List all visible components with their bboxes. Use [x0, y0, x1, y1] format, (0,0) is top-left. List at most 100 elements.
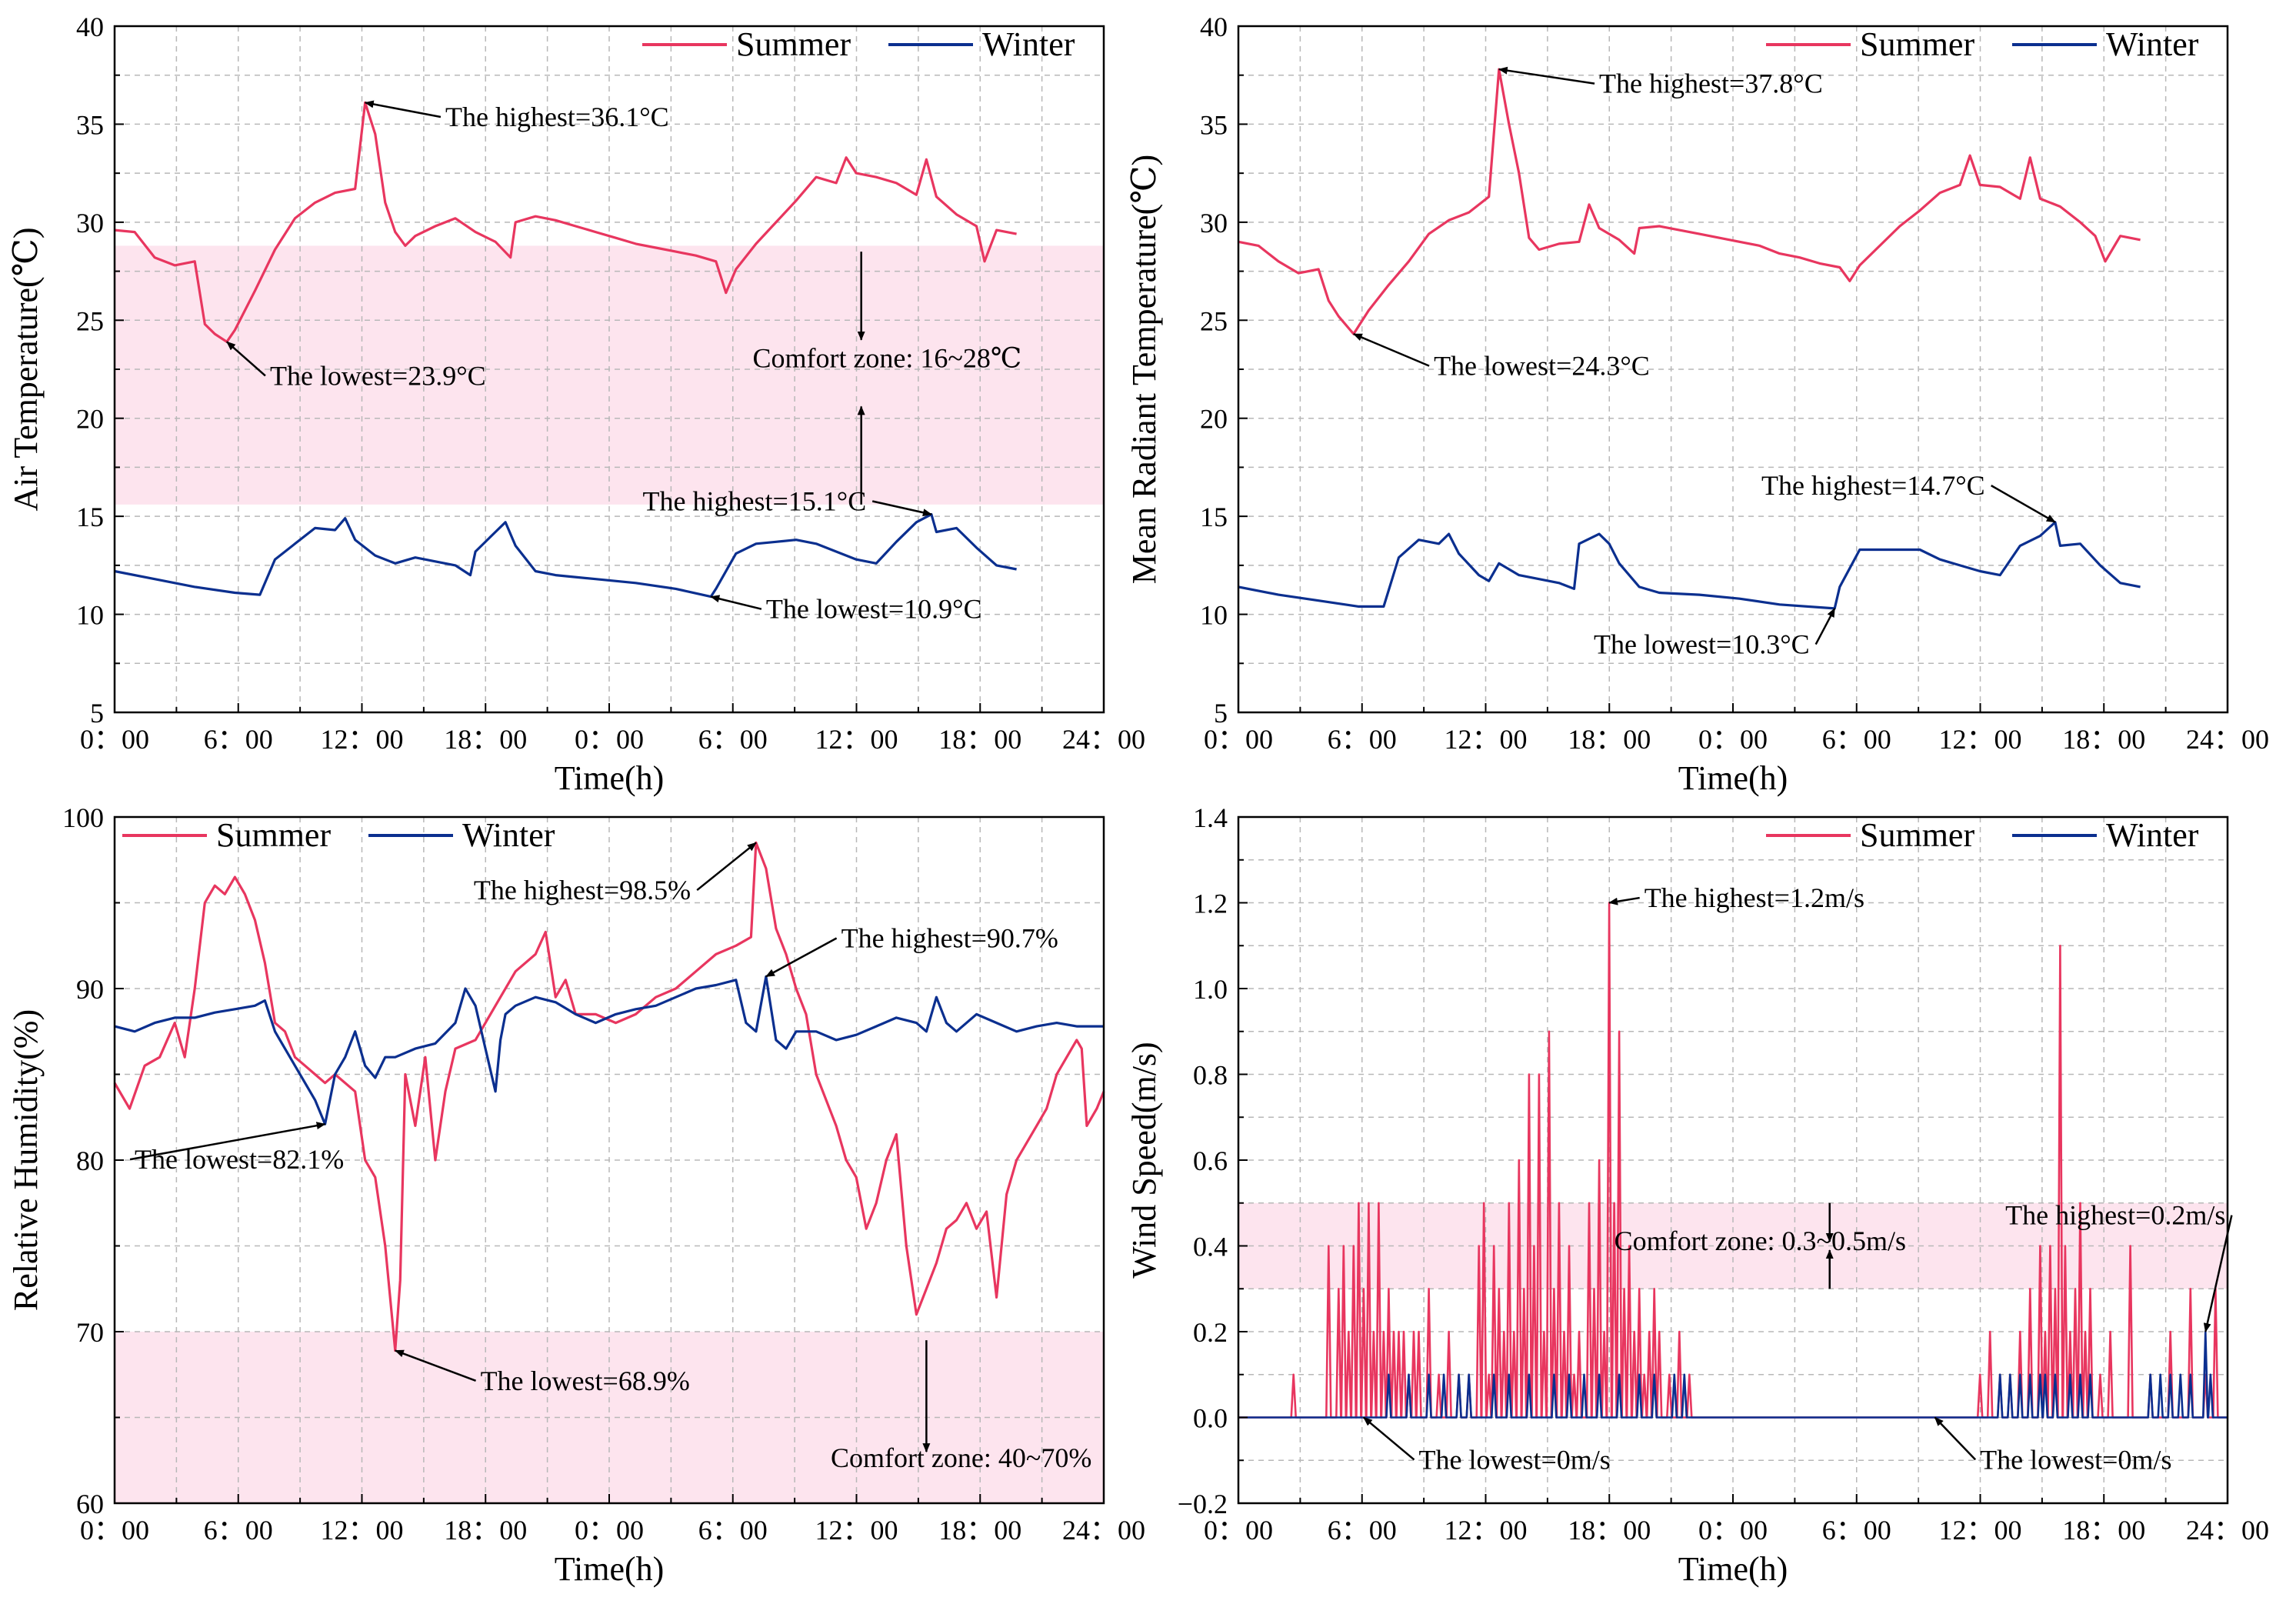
annotation-label: The lowest=82.1% [135, 1144, 344, 1175]
y-tick-label: 60 [76, 1489, 104, 1519]
y-tick-label: 0.4 [1193, 1232, 1228, 1262]
y-tick-label: 5 [1214, 698, 1228, 729]
y-tick-label: 25 [76, 305, 104, 336]
x-tick-label: 18：00 [938, 724, 1021, 755]
legend-summer-label: Summer [736, 25, 851, 63]
x-tick-label: 18：00 [444, 1515, 527, 1546]
legend-summer-label: Summer [1860, 25, 1974, 63]
x-tick-label: 6：00 [204, 724, 273, 755]
x-tick-label: 24：00 [1062, 1515, 1145, 1546]
y-tick-label: 0.6 [1193, 1145, 1228, 1176]
y-tick-label: 30 [1200, 208, 1228, 238]
annotation-arrow [765, 937, 838, 978]
y-tick-label: 10 [76, 600, 104, 631]
y-tick-label: 70 [76, 1317, 104, 1348]
legend-winter-label: Winter [462, 816, 555, 854]
annotation-label: The highest=15.1°C [643, 485, 867, 516]
x-tick-label: 6：00 [698, 1515, 768, 1546]
y-tick-label: 40 [76, 12, 104, 42]
x-axis-title: Time(h) [555, 1550, 665, 1588]
legend-winter-label: Winter [982, 25, 1075, 63]
x-axis-title: Time(h) [1678, 1550, 1788, 1588]
x-tick-label: 0：00 [1204, 1515, 1273, 1546]
annotation-label: The lowest=68.9% [481, 1366, 690, 1396]
annotation-label: The lowest=10.9°C [766, 594, 982, 625]
series-winter-line [1238, 521, 2141, 610]
y-tick-label: 40 [1200, 12, 1228, 42]
legend-winter-label: Winter [2106, 25, 2199, 63]
chart-mrt: 5 10 15 20 25 30 35 40 0：00 6：00 12：00 18：00 0：00 6：0… [1125, 12, 2269, 797]
series-summer-line [113, 841, 1105, 1352]
y-tick-label: 90 [76, 974, 104, 1005]
y-tick-label: 30 [76, 208, 104, 238]
annotation-label: The lowest=0m/s [1980, 1444, 2171, 1475]
x-tick-label: 0：00 [575, 724, 644, 755]
annotation-arrow [394, 1349, 477, 1382]
annotation-arrow [1352, 332, 1430, 367]
annotation-label: The lowest=23.9°C [270, 360, 486, 391]
legend-winter-label: Winter [2106, 816, 2199, 854]
x-axis-title: Time(h) [1678, 759, 1788, 797]
x-tick-label: 24：00 [1062, 724, 1145, 755]
y-tick-label: 20 [1200, 404, 1228, 435]
x-tick-label: 0：00 [80, 724, 149, 755]
annotation-arrow [1608, 896, 1640, 905]
y-tick-label: −0.2 [1178, 1489, 1228, 1519]
x-tick-label: 6：00 [1822, 1515, 1891, 1546]
y-tick-label: 0.8 [1193, 1060, 1228, 1091]
x-tick-label: 18：00 [444, 724, 527, 755]
x-tick-label: 0：00 [1698, 1515, 1768, 1546]
x-tick-label: 18：00 [2062, 1515, 2145, 1546]
chart-humidity: 60 70 80 90 100 0：00 6：00 12：00 18：00 0：00 6：00 12：… [7, 802, 1145, 1588]
series-winter-line [114, 512, 1017, 599]
series-summer-line [114, 101, 1017, 343]
annotation-arrow [226, 341, 266, 377]
comfort-zone-label: Comfort zone: 16~28℃ [752, 342, 1021, 373]
legend-summer-label: Summer [216, 816, 331, 854]
x-tick-label: 18：00 [1568, 724, 1651, 755]
annotation-arrow [364, 100, 442, 118]
series-winter-line [1238, 1330, 2228, 1419]
x-tick-label: 6：00 [1328, 1515, 1397, 1546]
comfort-zone-label: Comfort zone: 40~70% [831, 1442, 1091, 1473]
x-tick-label: 24：00 [2186, 1515, 2269, 1546]
y-axis-title: Wind Speed(m/s) [1125, 1042, 1163, 1278]
annotation-arrow [1814, 608, 1836, 645]
x-tick-label: 18：00 [1568, 1515, 1651, 1546]
annotation-arrow [2203, 1215, 2233, 1332]
x-tick-label: 12：00 [320, 724, 403, 755]
y-tick-label: 15 [1200, 502, 1228, 532]
annotation-arrow [1934, 1416, 1977, 1461]
annotation-label: The highest=0.2m/s [2005, 1200, 2225, 1231]
annotation-label: The lowest=10.3°C [1594, 629, 1810, 660]
x-axis-title: Time(h) [555, 759, 665, 797]
y-tick-label: 25 [1200, 305, 1228, 336]
x-tick-label: 12：00 [815, 1515, 898, 1546]
x-tick-label: 6：00 [204, 1515, 273, 1546]
x-tick-label: 18：00 [2062, 724, 2145, 755]
y-tick-label: 15 [76, 502, 104, 532]
y-tick-label: 1.0 [1193, 974, 1228, 1005]
chart-wind: −0.2 0.0 0.2 0.4 0.6 0.8 1.0 1.2 1.4 0：00 6：00 12：0… [1125, 802, 2269, 1588]
series-summer-line [1238, 68, 2141, 335]
chart-air-temp: 5 10 15 20 25 30 35 40 0：00 6：00 12：00 18：00 0：00 6：0… [7, 12, 1145, 797]
x-tick-label: 24：00 [2186, 724, 2269, 755]
x-tick-label: 0：00 [80, 1515, 149, 1546]
x-tick-label: 0：00 [1204, 724, 1273, 755]
y-tick-label: 20 [76, 404, 104, 435]
x-tick-label: 12：00 [1444, 724, 1527, 755]
legend-summer-label: Summer [1860, 816, 1974, 854]
y-tick-label: 5 [90, 698, 104, 729]
annotation-label: The highest=14.7°C [1761, 470, 1985, 501]
comfort-zone-band [115, 245, 1104, 505]
x-tick-label: 0：00 [1698, 724, 1768, 755]
y-tick-label: 0.0 [1193, 1403, 1228, 1434]
series-winter-line [114, 975, 1104, 1125]
annotation-label: The highest=90.7% [841, 922, 1058, 953]
y-tick-label: 80 [76, 1145, 104, 1176]
y-axis-title: Mean Radiant Temperature(℃) [1125, 155, 1163, 584]
x-tick-label: 6：00 [698, 724, 768, 755]
annotation-arrow [1498, 66, 1595, 85]
y-tick-label: 1.2 [1193, 889, 1228, 919]
